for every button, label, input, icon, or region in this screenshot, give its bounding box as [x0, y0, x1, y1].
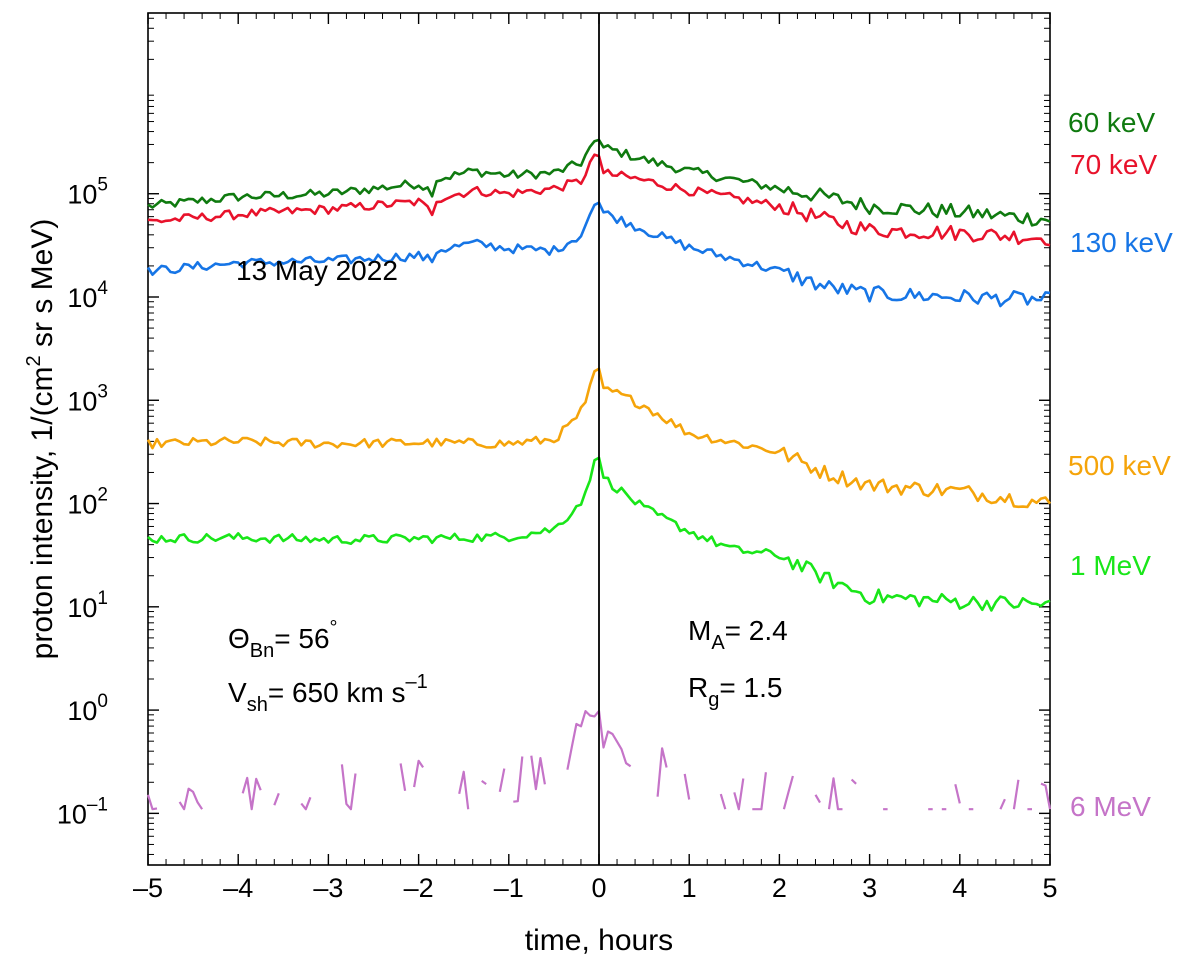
- y-tick-label: 102: [67, 485, 108, 520]
- vsh-sub: sh: [247, 694, 268, 716]
- x-tick-label: –5: [133, 873, 163, 903]
- theta-sub: Bn: [250, 640, 274, 662]
- series-label-500kev: 500 keV: [1068, 450, 1171, 481]
- y-axis-title-suffix: sr s MeV): [26, 219, 59, 356]
- series-label-6mev: 6 MeV: [1070, 791, 1151, 822]
- series-label-1mev: 1 MeV: [1070, 550, 1151, 581]
- x-tick-label: –4: [223, 873, 253, 903]
- series-labels: 60 keV 70 keV 130 keV 500 keV 1 MeV 6 Me…: [1068, 107, 1173, 822]
- x-tick-label: 1: [682, 873, 697, 903]
- y-tick-label: 101: [67, 588, 108, 623]
- theta-degree: °: [330, 617, 338, 639]
- y-tick-label: 104: [67, 278, 108, 313]
- x-tick-label: 5: [1042, 873, 1057, 903]
- vsh-value: = 650 km s: [268, 677, 406, 708]
- theta-value: = 56: [274, 623, 329, 654]
- y-axis-title-prefix: proton intensity, 1/(cm: [26, 366, 59, 659]
- y-axis-title: proton intensity, 1/(cm2 sr s MeV): [23, 219, 59, 660]
- ma-value: = 2.4: [725, 615, 788, 646]
- vsh-annotation: Vsh= 650 km s–1: [228, 671, 428, 716]
- x-tick-label: –1: [494, 873, 524, 903]
- rg-annotation: Rg= 1.5: [688, 672, 782, 711]
- rg-sub: g: [708, 689, 719, 711]
- x-tick-label: –2: [404, 873, 434, 903]
- series-line-6mev: [146, 709, 1052, 811]
- series-label-130kev: 130 keV: [1070, 227, 1173, 258]
- y-tick-label: 105: [67, 175, 108, 210]
- vsh-symbol: V: [228, 677, 247, 708]
- y-tick-label: 103: [67, 381, 108, 416]
- ma-sub: A: [711, 632, 725, 654]
- x-tick-label: –3: [313, 873, 343, 903]
- vsh-exponent: –1: [406, 671, 428, 693]
- x-axis-ticks: –5 –4 –3 –2 –1 0 1 2 3 4 5: [133, 13, 1058, 903]
- y-tick-label: 10–1: [57, 794, 108, 829]
- x-tick-label: 2: [772, 873, 787, 903]
- theta-bn-annotation: ΘBn= 56°: [228, 617, 338, 662]
- ma-symbol: M: [688, 615, 711, 646]
- y-axis-ticks: 10–1 100 101 102 103 104 105: [57, 17, 1050, 855]
- rg-value: = 1.5: [719, 672, 782, 703]
- x-tick-label: 0: [591, 873, 606, 903]
- x-axis-title: time, hours: [525, 924, 673, 957]
- rg-symbol: R: [688, 672, 708, 703]
- theta-symbol: Θ: [228, 623, 250, 654]
- y-tick-label: 100: [67, 691, 108, 726]
- ma-annotation: MA= 2.4: [688, 615, 788, 654]
- x-tick-label: 3: [862, 873, 877, 903]
- series-label-60kev: 60 keV: [1068, 107, 1155, 138]
- date-annotation: 13 May 2022: [236, 255, 398, 286]
- series-label-70kev: 70 keV: [1070, 149, 1157, 180]
- x-tick-label: 4: [952, 873, 967, 903]
- y-axis-title-sup: 2: [23, 355, 45, 366]
